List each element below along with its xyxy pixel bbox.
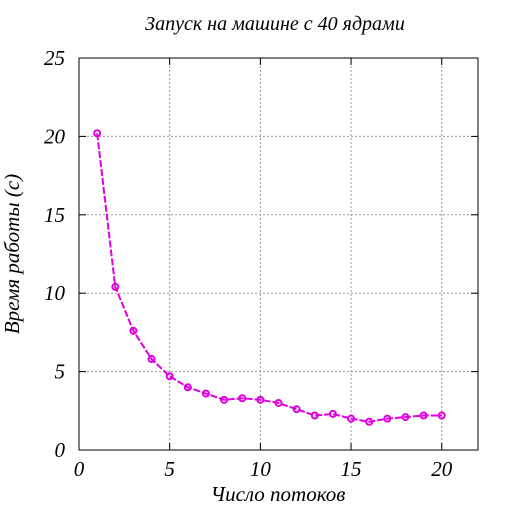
data-point: [256, 395, 265, 404]
data-point: [419, 411, 428, 420]
data-point: [292, 405, 301, 414]
data-series: [93, 129, 446, 426]
data-point: [201, 389, 210, 398]
data-point: [129, 326, 138, 335]
grid-lines: [79, 58, 478, 450]
axis-ticks: [78, 57, 478, 451]
data-point: [401, 413, 410, 422]
series-line: [96, 133, 442, 423]
data-point: [365, 417, 374, 426]
data-point: [274, 398, 283, 407]
data-point: [165, 372, 174, 381]
data-point: [383, 414, 392, 423]
data-point: [111, 282, 120, 291]
y-tick-labels: 0 5 10 15 20 25: [44, 46, 66, 462]
y-tick-label: 0: [55, 438, 66, 462]
data-point: [93, 129, 102, 138]
data-point: [220, 395, 229, 404]
x-tick-labels: 0 5 10 15 20: [74, 457, 453, 481]
x-tick-label: 5: [164, 457, 175, 481]
data-point: [183, 383, 192, 392]
data-point: [310, 411, 319, 420]
x-tick-label: 10: [250, 457, 272, 481]
x-tick-label: 15: [341, 457, 362, 481]
data-point: [437, 411, 446, 420]
chart-title: Запуск на машине с 40 ядрами: [145, 13, 405, 35]
y-tick-label: 25: [44, 46, 65, 70]
x-axis-label: Число потоков: [211, 482, 346, 506]
x-tick-label: 20: [431, 457, 453, 481]
y-tick-label: 20: [44, 124, 66, 148]
x-tick-label: 0: [74, 457, 85, 481]
data-point: [238, 394, 247, 403]
y-tick-label: 15: [44, 203, 65, 227]
y-tick-label: 10: [44, 281, 66, 305]
y-tick-label: 5: [55, 360, 66, 384]
data-point: [328, 409, 337, 418]
plot-frame: [78, 57, 479, 451]
data-point: [347, 414, 356, 423]
y-axis-label: Время работы (с): [0, 174, 24, 334]
data-point: [147, 355, 156, 364]
